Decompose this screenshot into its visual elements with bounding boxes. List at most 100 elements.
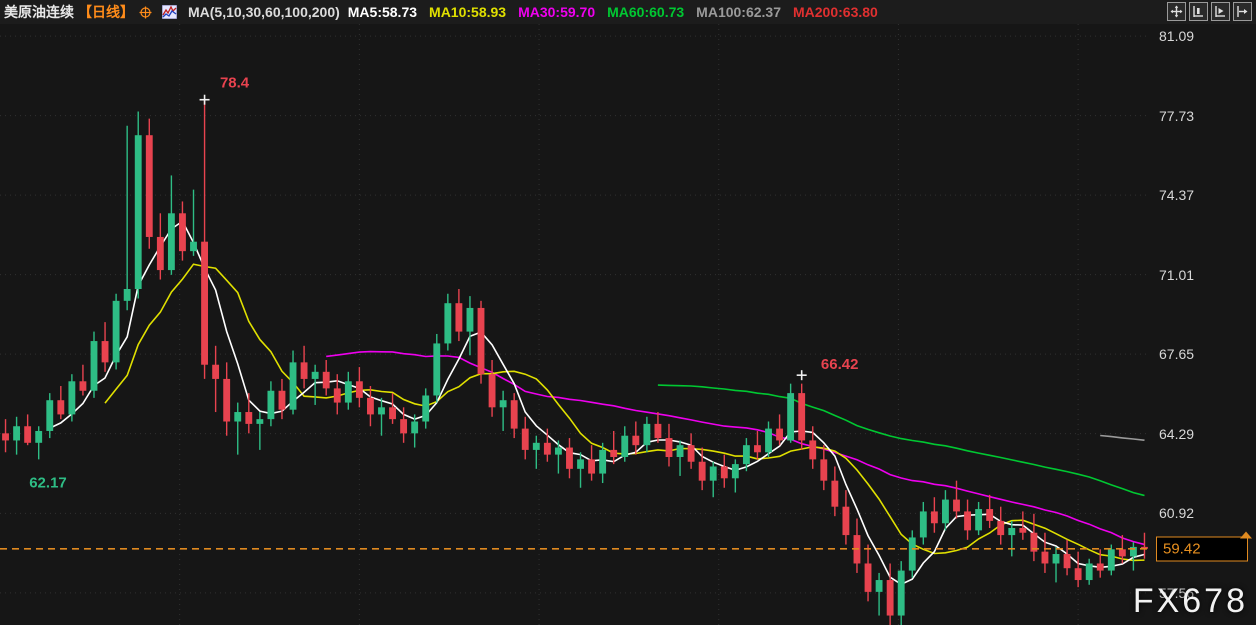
align-center-icon[interactable] [1211,2,1230,21]
candle [378,407,385,415]
candle [112,300,120,363]
candle [389,407,396,420]
candle [400,419,408,434]
last-price-badge[interactable]: 59.42 [1156,536,1248,562]
price-axis[interactable]: 81.09 77.73 74.37 71.01 67.65 64.29 60.92 57.56… [1150,24,1256,625]
candle [90,341,98,391]
candle [355,381,363,398]
candle [787,393,795,441]
candle [499,400,507,408]
candle [632,435,640,446]
axis-tick: 64.29 [1159,425,1195,442]
fit-screen-icon[interactable] [1167,2,1186,21]
ma100-value: MA100:62.37 [696,4,781,20]
candle [1019,527,1027,533]
left-annotation: 62.17 [29,475,67,492]
candle [433,343,441,396]
candle [831,480,839,507]
candle [942,499,949,524]
axis-tick: 74.37 [1159,187,1195,204]
candle [289,362,297,410]
candle [101,341,109,363]
candle [643,423,651,446]
mid-annotation: 66.42 [821,356,859,373]
ma-config-label: MA(5,10,30,60,100,200) [188,4,340,20]
axis-tick: 81.09 [1159,28,1195,45]
candle [422,395,430,422]
symbol-name: 美原油连续 [4,4,74,20]
align-left-icon[interactable] [1189,2,1208,21]
candle [455,303,463,332]
candle [488,374,496,408]
candle [698,461,706,481]
candle [897,570,905,616]
candle [256,419,264,424]
candle [964,511,971,531]
candle [908,537,916,571]
candle [46,400,54,431]
candle [599,449,607,474]
ma30-line [326,350,1145,546]
candle [709,466,717,481]
candle [930,511,938,524]
candle [123,289,131,301]
ma10-value: MA10:58.93 [429,4,507,20]
high-annotation: 78.4 [220,75,250,92]
candle [1085,563,1093,581]
candle [809,440,817,460]
candle [57,400,65,415]
candle [521,428,529,450]
candle [79,381,87,391]
candle [212,364,220,379]
candle [919,511,927,538]
candle [179,213,186,252]
candle [765,428,772,453]
candle [344,381,352,403]
candle [566,447,573,469]
candle [754,445,761,453]
chart-type-icon[interactable] [162,5,177,19]
candle [267,390,275,420]
ma60-value: MA60:60.73 [607,4,685,20]
candle [1063,554,1071,569]
candle [610,449,618,458]
candle [720,466,728,479]
candle [986,509,994,521]
marker-cross [796,370,807,381]
candle [842,506,850,536]
axis-tick: 67.65 [1159,346,1195,363]
candle [864,563,872,592]
candle [1074,568,1082,581]
ma5-line [49,220,1145,586]
candle [167,213,175,271]
candle [145,135,153,237]
candle [35,430,43,443]
candle [444,303,452,344]
candle [776,428,783,441]
candle [24,426,32,443]
candle [156,236,164,271]
candle [543,442,551,455]
candle [367,397,374,415]
candle [1096,563,1104,571]
candle [665,438,673,458]
candle [742,445,750,465]
price-arrow-icon [1240,531,1252,539]
candle [886,580,894,616]
candle [532,442,540,450]
candle [2,433,9,441]
candle [577,459,584,469]
marker-cross [199,94,210,105]
scroll-right-icon[interactable] [1233,2,1252,21]
candle [300,362,308,379]
candles [2,99,1148,625]
candle [676,445,684,458]
axis-tick: 71.01 [1159,266,1195,283]
axis-tick: 60.92 [1159,505,1195,522]
watermark: FX678 [1132,582,1248,620]
crosshair-icon[interactable] [139,6,152,19]
axis-tick: 77.73 [1159,107,1195,124]
candle [223,378,231,422]
